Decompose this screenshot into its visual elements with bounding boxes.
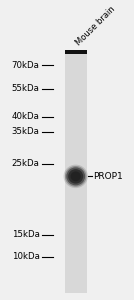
- Text: 15kDa: 15kDa: [12, 230, 40, 239]
- Text: 35kDa: 35kDa: [12, 128, 40, 136]
- Text: 10kDa: 10kDa: [12, 252, 40, 261]
- Text: PROP1: PROP1: [93, 172, 123, 181]
- Text: 40kDa: 40kDa: [12, 112, 40, 121]
- Ellipse shape: [68, 169, 83, 184]
- Ellipse shape: [66, 167, 85, 185]
- Ellipse shape: [72, 173, 79, 179]
- Bar: [65, 51, 87, 293]
- Bar: [65, 50, 87, 54]
- Text: 70kDa: 70kDa: [12, 61, 40, 70]
- Text: Mouse brain: Mouse brain: [74, 4, 117, 47]
- Text: 25kDa: 25kDa: [12, 159, 40, 168]
- Ellipse shape: [64, 165, 88, 188]
- Ellipse shape: [70, 171, 81, 181]
- Text: 55kDa: 55kDa: [12, 84, 40, 93]
- Ellipse shape: [65, 166, 87, 187]
